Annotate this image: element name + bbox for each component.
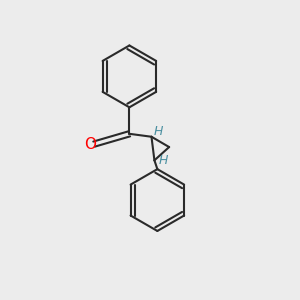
Text: O: O	[85, 136, 97, 152]
Text: H: H	[159, 154, 169, 167]
Text: H: H	[153, 125, 163, 138]
